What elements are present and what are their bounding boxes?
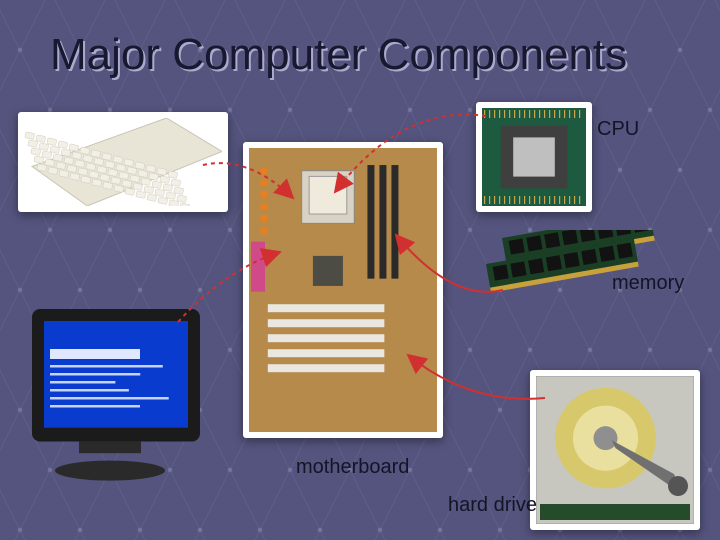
label-harddrive: hard drive	[448, 494, 537, 517]
label-memory: memory	[612, 272, 684, 295]
component-motherboard	[243, 142, 443, 438]
slide-title: Major Computer Components	[50, 30, 627, 80]
component-monitor	[24, 305, 208, 501]
label-motherboard: motherboard	[296, 456, 409, 479]
component-ram	[480, 230, 670, 308]
component-keyboard	[18, 112, 228, 212]
label-cpu: CPU	[597, 118, 639, 141]
component-cpu	[476, 102, 592, 212]
component-harddrive	[530, 370, 700, 530]
